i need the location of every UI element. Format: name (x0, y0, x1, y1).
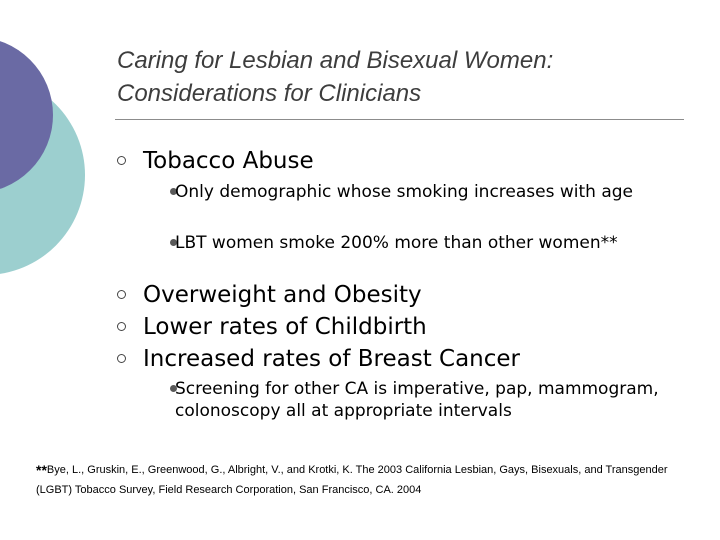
dot-bullet-icon (170, 239, 177, 246)
hollow-circle-bullet-icon (117, 290, 126, 299)
sub-bullet-text: Only demographic whose smoking increases… (175, 182, 633, 202)
hollow-circle-bullet-icon (117, 322, 126, 331)
sub-bullet-item: LBT women smoke 200% more than other wom… (170, 232, 670, 276)
sub-bullet-item: Only demographic whose smoking increases… (170, 181, 670, 225)
slide-title: Caring for Lesbian and Bisexual Women: C… (117, 47, 554, 107)
decorative-circles (0, 41, 85, 274)
footnote-text: Bye, L., Gruskin, E., Greenwood, G., Alb… (36, 464, 668, 496)
sub-bullet-item: Screening for other CA is imperative, pa… (170, 378, 670, 444)
dark-circle (0, 41, 53, 189)
sub-bullet-text: LBT women smoke 200% more than other wom… (175, 233, 618, 253)
bullet-text: Tobacco Abuse (143, 148, 314, 174)
dot-bullet-icon (170, 188, 177, 195)
hollow-circle-bullet-icon (117, 156, 126, 165)
footnote-marker: ** (36, 462, 47, 478)
title-divider (115, 119, 684, 120)
footnote: **Bye, L., Gruskin, E., Greenwood, G., A… (36, 460, 686, 500)
hollow-circle-bullet-icon (117, 354, 126, 363)
bullet-text: Increased rates of Breast Cancer (143, 346, 521, 372)
bullet-text: Overweight and Obesity (143, 282, 422, 308)
bullet-text: Lower rates of Childbirth (143, 314, 427, 340)
dot-bullet-icon (170, 385, 177, 392)
sub-bullet-text: Screening for other CA is imperative, pa… (175, 379, 659, 421)
